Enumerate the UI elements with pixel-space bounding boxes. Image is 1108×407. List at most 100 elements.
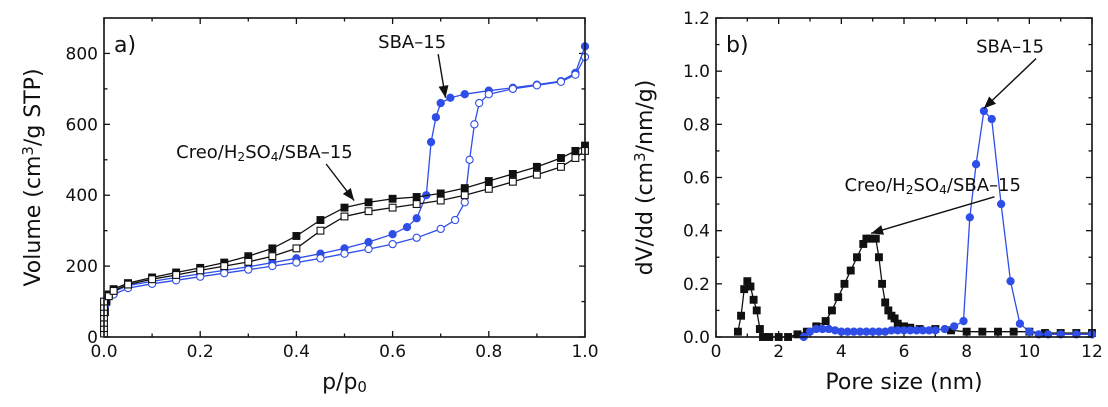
series-2-point [484, 177, 493, 185]
series-group [733, 106, 1097, 342]
series-0-point [746, 282, 755, 291]
y-axis-label-part: /nm/g) [633, 80, 658, 153]
series-group [100, 42, 590, 338]
series-3-point [460, 191, 469, 200]
series-1-line [803, 109, 1092, 338]
series-0-point [878, 279, 887, 288]
series-1-point [388, 239, 397, 249]
series-1-point [987, 114, 996, 124]
series-2-point [460, 184, 469, 193]
series-3-point [436, 196, 445, 205]
series-1-point [532, 81, 542, 90]
annotation-label-part: SBA–15 [976, 37, 1044, 58]
y-tick-label: 0.4 [683, 222, 710, 242]
series-1-point [244, 265, 253, 274]
panel-label: a) [114, 33, 136, 58]
series-3-point [388, 203, 397, 212]
annotation-label-part: Creo/H [176, 142, 237, 163]
series-3-point [292, 244, 301, 253]
y-axis-label: Volume (cm3/g STP) [19, 68, 46, 286]
y-tick-label: 200 [66, 257, 98, 277]
y-axis-label-part: dV/dd (cm [633, 162, 658, 275]
x-axis-label: p/p0 [322, 370, 367, 396]
series-3-point [244, 257, 253, 266]
series-0-point [755, 325, 764, 333]
series-2-point [340, 203, 349, 212]
series-1-point [940, 324, 949, 334]
series-1-point [364, 244, 373, 254]
series-0-point [752, 306, 761, 315]
series-0-point [749, 295, 758, 304]
series-3-point [148, 275, 157, 284]
series-1-point [484, 90, 493, 99]
y-axis-label-part: /g STP) [21, 68, 46, 146]
series-1-point [340, 249, 349, 258]
series-3-point [364, 207, 373, 216]
series-0-point [1009, 327, 1018, 336]
series-0-point [827, 306, 836, 315]
annotation-label-part: 4 [271, 150, 279, 164]
annotation-label-part: /SBA–15 [279, 142, 353, 163]
series-2-point [571, 146, 580, 155]
series-3-point [571, 154, 580, 162]
series-0-point [821, 317, 830, 325]
series-3-point [556, 162, 565, 171]
series-3-point [104, 292, 113, 301]
annotation-label: Creo/H2SO4/SBA–15 [844, 175, 1021, 197]
series-0-point [874, 253, 883, 262]
series-1-point [1034, 330, 1043, 339]
annotation-label-part: SBA–15 [378, 32, 446, 53]
y-tick-label: 800 [66, 44, 98, 64]
series-1-point [460, 198, 469, 207]
x-tick-label: 0.6 [379, 342, 406, 362]
x-axis-label-part: p/p [322, 370, 357, 395]
series-1-point [450, 215, 460, 225]
series-1-point [1015, 319, 1025, 328]
series-0-point [402, 222, 412, 232]
series-1-point [979, 106, 989, 116]
x-tick-label: 0.8 [475, 342, 502, 362]
x-tick-label: 0 [711, 342, 722, 362]
series-2-point [532, 162, 541, 171]
series-3-point [124, 280, 133, 289]
annotation-label-part: 2 [237, 150, 245, 164]
annotation-label: Creo/H2SO4/SBA–15 [176, 142, 353, 164]
y-tick-label: 0.2 [683, 275, 710, 295]
y-axis-label: dV/dd (cm3/nm/g) [631, 80, 658, 276]
series-1-point [220, 269, 229, 278]
series-0-point [881, 298, 890, 307]
annotation-label-part: Creo/H [844, 175, 905, 196]
series-1-point [316, 254, 325, 263]
x-tick-label: 0.2 [187, 342, 214, 362]
series-1-point [292, 258, 301, 267]
series-3-point [340, 212, 349, 221]
y-tick-label: 1.2 [683, 9, 710, 29]
plot-frame [715, 17, 1093, 338]
annotation-label-part: 2 [906, 182, 914, 196]
series-3-point [532, 170, 541, 179]
x-axis-label-part: 0 [357, 378, 367, 396]
series-0-point [962, 327, 971, 336]
series-0-point [871, 234, 880, 243]
series-2-point [436, 189, 445, 198]
series-3-point [508, 177, 517, 186]
annotation-label-part: SO [914, 175, 940, 196]
panel-b-pore-size-distribution: 0 2 4 6 8 10 12 0.0 0.2 0.4 0.6 0.8 1.0 1.2 b) Pore siz… [631, 9, 1103, 395]
series-0-point [446, 93, 455, 102]
series-0-point [994, 327, 1002, 336]
series-0-point [853, 253, 861, 262]
series-1-point [508, 84, 517, 94]
x-axis-label: Pore size (nm) [825, 370, 982, 395]
series-0-point [978, 327, 987, 336]
series-1-point [436, 224, 445, 234]
series-1-point [965, 213, 974, 222]
series-3-point [220, 262, 229, 271]
x-tick-label: 2 [773, 342, 784, 362]
y-tick-label: 0.6 [683, 169, 710, 189]
series-1-point [268, 261, 277, 271]
series-2-point [556, 154, 565, 162]
annotation-label-part: 4 [939, 182, 947, 196]
annotation-label: SBA–15 [976, 37, 1044, 58]
series-1-point [971, 160, 981, 169]
